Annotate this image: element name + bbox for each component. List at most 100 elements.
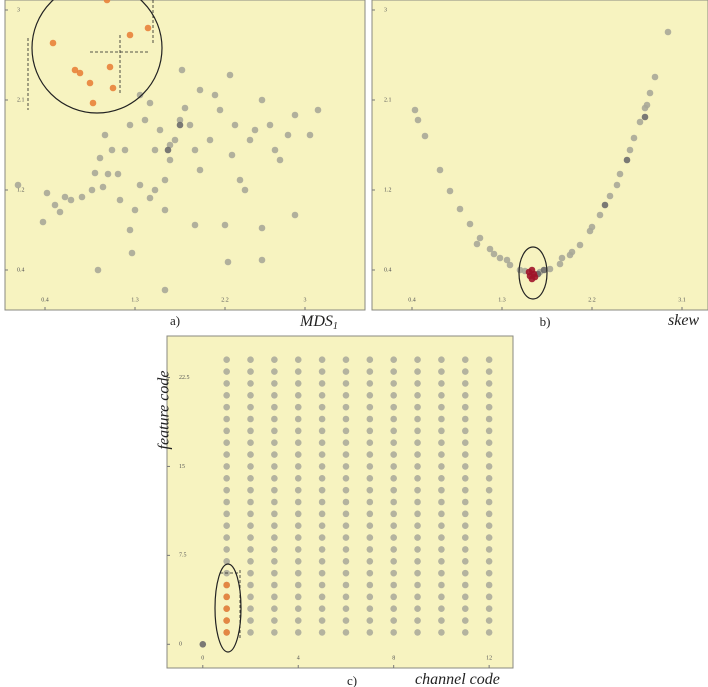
grid-point bbox=[223, 534, 230, 541]
y-tick-label: 0 bbox=[179, 642, 182, 648]
grid-point bbox=[366, 368, 374, 375]
grid-point bbox=[294, 356, 302, 364]
grid-point bbox=[485, 415, 493, 423]
grid-point bbox=[271, 427, 278, 435]
grid-point bbox=[438, 463, 445, 470]
grid-point bbox=[247, 510, 254, 518]
grid-point bbox=[318, 403, 326, 411]
point bbox=[136, 91, 144, 99]
x-tick-label: 4 bbox=[297, 655, 300, 661]
grid-point bbox=[223, 380, 230, 387]
point bbox=[251, 126, 259, 134]
point bbox=[651, 73, 659, 81]
grid-point bbox=[318, 474, 326, 482]
grid-point bbox=[247, 629, 254, 636]
grid-point bbox=[438, 403, 445, 411]
point bbox=[99, 183, 107, 191]
grid-point bbox=[485, 368, 493, 375]
grid-point bbox=[390, 605, 397, 613]
point bbox=[231, 121, 239, 129]
grid-point bbox=[461, 510, 469, 518]
grid-point bbox=[247, 593, 254, 601]
grid-point bbox=[485, 498, 493, 506]
x-tick-label: 2.2 bbox=[221, 297, 229, 303]
point bbox=[606, 192, 614, 200]
grid-point bbox=[414, 427, 421, 435]
grid-point bbox=[438, 617, 445, 624]
grid-point bbox=[318, 415, 326, 423]
point bbox=[226, 71, 234, 79]
plot-area bbox=[166, 335, 514, 669]
annotations bbox=[27, 0, 548, 653]
point bbox=[643, 101, 651, 109]
point bbox=[49, 39, 57, 47]
grid-point bbox=[342, 391, 350, 399]
grid-point bbox=[342, 451, 350, 458]
grid-point bbox=[294, 451, 302, 458]
point bbox=[78, 193, 86, 201]
grid-point bbox=[318, 510, 326, 518]
grid-point bbox=[223, 486, 230, 494]
grid-point bbox=[318, 463, 326, 470]
grid-point bbox=[366, 510, 374, 518]
point bbox=[91, 169, 99, 177]
point bbox=[196, 166, 204, 174]
grid-point bbox=[485, 593, 493, 601]
grid-point bbox=[438, 380, 445, 387]
caption: c) bbox=[347, 673, 357, 687]
grid-point bbox=[485, 629, 493, 636]
grid-point bbox=[485, 391, 493, 399]
grid-point bbox=[390, 439, 397, 447]
grid-point bbox=[414, 629, 421, 636]
grid-point bbox=[390, 593, 397, 601]
grid-point bbox=[247, 617, 254, 624]
point bbox=[126, 121, 134, 129]
grid-point bbox=[342, 403, 350, 411]
grid-point bbox=[414, 463, 421, 470]
point bbox=[67, 196, 75, 204]
grid-point bbox=[366, 498, 374, 506]
grid-point bbox=[366, 427, 374, 435]
plot-area bbox=[4, 0, 366, 311]
grid-point bbox=[390, 629, 397, 636]
grid-point bbox=[294, 557, 302, 565]
point bbox=[236, 176, 244, 184]
grid-point bbox=[318, 629, 326, 636]
grid-point bbox=[461, 546, 469, 553]
grid-point bbox=[438, 581, 445, 589]
grid-point bbox=[247, 439, 254, 447]
grid-point bbox=[318, 391, 326, 399]
point bbox=[266, 121, 274, 129]
grid-point bbox=[485, 510, 493, 518]
grid-point bbox=[247, 403, 254, 411]
point bbox=[516, 266, 524, 274]
grid-point bbox=[318, 498, 326, 506]
grid-point bbox=[271, 617, 278, 624]
grid-point bbox=[461, 581, 469, 589]
grid-point bbox=[223, 427, 230, 435]
grid-point bbox=[247, 451, 254, 458]
y-tick-label: 3 bbox=[17, 7, 20, 13]
grid-point bbox=[414, 581, 421, 589]
grid-point bbox=[342, 486, 350, 494]
point bbox=[171, 136, 179, 144]
selection-circle bbox=[31, 0, 163, 114]
point bbox=[191, 221, 199, 229]
grid-point bbox=[461, 605, 469, 613]
grid-point bbox=[294, 474, 302, 482]
point bbox=[531, 273, 539, 281]
grid-point bbox=[390, 391, 397, 399]
grid-point bbox=[271, 474, 278, 482]
grid-point bbox=[461, 451, 469, 458]
grid-point bbox=[461, 569, 469, 577]
grid-point bbox=[223, 356, 230, 364]
grid-point bbox=[271, 415, 278, 423]
grid-point bbox=[461, 534, 469, 541]
point bbox=[223, 605, 230, 613]
grid-point bbox=[366, 593, 374, 601]
grid-point bbox=[438, 498, 445, 506]
caption: b) bbox=[540, 314, 551, 329]
x-tick-label: 3.1 bbox=[678, 297, 686, 303]
grid-point bbox=[390, 569, 397, 577]
